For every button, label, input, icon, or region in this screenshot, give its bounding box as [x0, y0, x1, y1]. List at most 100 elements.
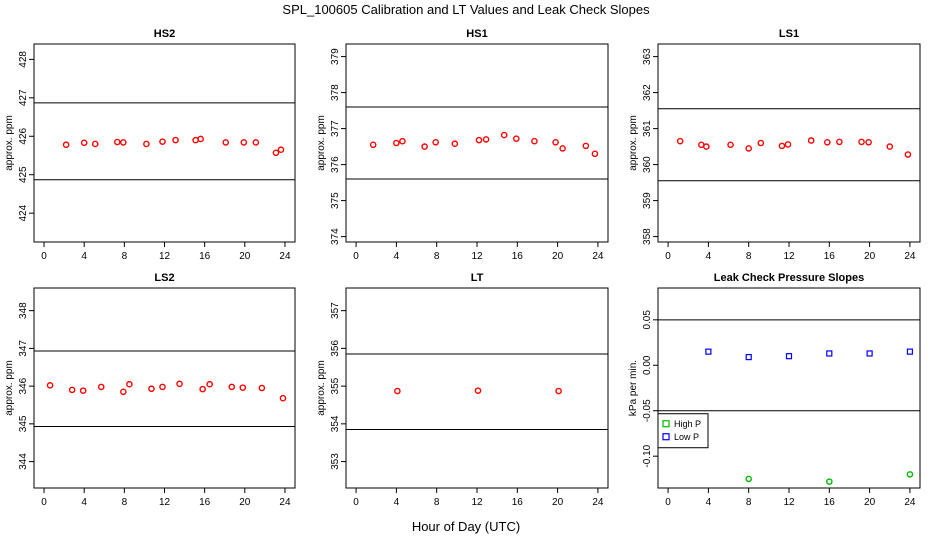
data-point [807, 137, 815, 144]
y-tick-label: 376 [330, 156, 341, 173]
x-tick-label: 8 [746, 251, 752, 262]
y-tick-label: 425 [18, 166, 29, 183]
legend-label: Low P [674, 432, 699, 442]
data-point [393, 139, 400, 147]
data-point [745, 475, 752, 483]
x-tick-label: 20 [864, 251, 876, 262]
panel-title: LS2 [154, 272, 174, 284]
data-point [552, 138, 559, 146]
data-point [778, 142, 786, 150]
data-point [258, 384, 266, 392]
y-axis-label: approx. ppm [628, 115, 639, 171]
x-tick-label: 4 [706, 251, 712, 262]
data-point [199, 385, 206, 393]
y-axis-label: approx. ppm [4, 360, 15, 416]
x-tick-label: 0 [665, 497, 671, 508]
x-tick-label: 8 [434, 497, 440, 508]
data-point [197, 135, 204, 143]
data-point [474, 387, 482, 394]
data-point [703, 143, 710, 150]
x-tick-label: 16 [512, 251, 524, 262]
data-point [240, 139, 248, 146]
data-point [126, 380, 133, 388]
x-tick-label: 12 [471, 497, 483, 508]
figure-title: SPL_100605 Calibration and LT Values and… [282, 2, 650, 17]
x-tick-label: 16 [824, 251, 836, 262]
data-point [239, 384, 247, 391]
y-tick-label: 374 [330, 228, 341, 245]
x-tick-label: 20 [864, 497, 876, 508]
data-point [432, 138, 439, 146]
x-tick-label: 16 [824, 497, 836, 508]
x-tick-label: 0 [665, 251, 671, 262]
x-tick-label: 16 [199, 251, 211, 262]
data-point [97, 383, 105, 391]
data-point [228, 383, 236, 391]
data-point [91, 140, 99, 148]
x-tick-label: 12 [159, 251, 171, 262]
panel-title: LS1 [779, 28, 799, 40]
data-point [826, 478, 833, 485]
data-point [421, 143, 428, 150]
x-tick-label: 8 [746, 497, 752, 508]
data-point [531, 137, 538, 145]
data-point [582, 142, 590, 150]
y-tick-label: 346 [18, 377, 29, 394]
data-point [836, 138, 843, 146]
x-tick-label: 24 [592, 497, 604, 508]
legend-box [657, 413, 709, 449]
y-tick-label: 358 [642, 228, 653, 245]
data-point [826, 350, 833, 357]
x-tick-label: 16 [199, 497, 211, 508]
y-axis-label: approx. ppm [316, 360, 327, 416]
y-tick-label: 347 [18, 340, 29, 357]
x-tick-label: 12 [471, 251, 483, 262]
data-point [858, 138, 865, 146]
y-tick-label: 427 [18, 89, 29, 106]
data-point [906, 471, 914, 478]
x-tick-label: 24 [279, 497, 291, 508]
panel-title: HS1 [466, 28, 487, 40]
y-tick-label: 355 [330, 377, 341, 394]
panel-3: LS2 approx. ppm 0 4 8 12 16 20 24 344 345 346 347 348 [4, 272, 296, 508]
y-tick-label: 360 [642, 156, 653, 173]
data-point [176, 380, 183, 388]
data-point [399, 137, 406, 145]
x-tick-label: 24 [279, 251, 291, 262]
legend-marker [662, 420, 670, 428]
y-tick-label: 345 [18, 415, 29, 432]
x-tick-label: 4 [394, 497, 400, 508]
x-tick-label: 24 [592, 251, 604, 262]
y-axis-label: kPa per min. [628, 360, 639, 416]
data-point [222, 139, 230, 146]
y-axis-label: approx. ppm [316, 115, 327, 171]
data-point [369, 141, 377, 149]
data-point [68, 386, 76, 394]
y-tick-label: 378 [330, 84, 341, 101]
data-point [866, 350, 873, 357]
x-tick-label: 12 [783, 497, 795, 508]
x-tick-label: 4 [394, 251, 400, 262]
data-point [555, 387, 562, 395]
data-point [252, 139, 260, 146]
data-point [727, 141, 734, 149]
data-point [279, 394, 287, 402]
data-point [143, 140, 150, 148]
data-point [46, 382, 54, 389]
panel-0: HS2 approx. ppm 0 4 8 12 16 20 24 424 425 426 427 428 [4, 28, 296, 262]
panel-2: LS1 approx. ppm 0 4 8 12 16 20 24 358 359 360 361 362… [628, 28, 921, 262]
data-point [272, 149, 280, 157]
data-point [482, 136, 490, 143]
panel-title: HS2 [154, 28, 175, 40]
legend-marker [662, 433, 670, 441]
data-point [394, 387, 401, 395]
y-tick-label: 344 [18, 453, 29, 470]
y-tick-label: 361 [642, 120, 653, 137]
data-point [906, 348, 914, 355]
x-tick-label: 8 [434, 251, 440, 262]
data-point [475, 136, 483, 144]
data-point [823, 138, 831, 146]
